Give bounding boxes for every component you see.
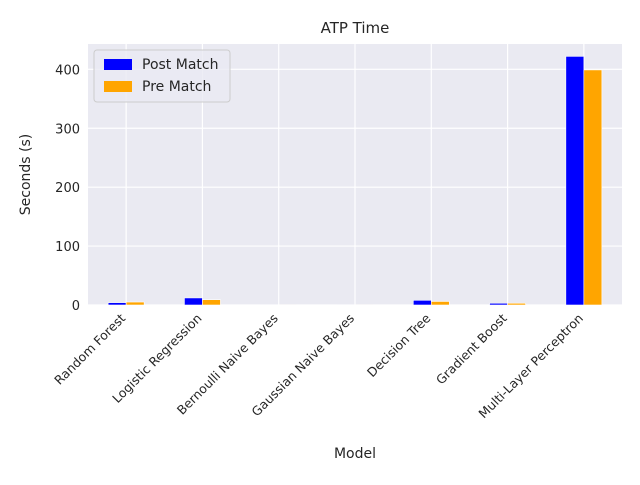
legend-label: Pre Match bbox=[142, 79, 211, 95]
x-tick-label: Decision Tree bbox=[364, 310, 434, 380]
y-tick-label: 300 bbox=[55, 122, 80, 137]
bar-pre-match bbox=[126, 302, 144, 305]
bar-post-match bbox=[108, 303, 126, 305]
legend-label: Post Match bbox=[142, 57, 218, 73]
bar-pre-match bbox=[431, 301, 449, 305]
y-axis-ticks: 0 100 200 300 400 bbox=[55, 63, 80, 314]
legend-swatch bbox=[104, 81, 132, 92]
bar-post-match bbox=[566, 56, 584, 305]
y-tick-label: 400 bbox=[55, 63, 80, 78]
bar-pre-match bbox=[584, 70, 602, 305]
y-tick-label: 100 bbox=[55, 240, 80, 255]
bar-post-match bbox=[184, 298, 202, 305]
bar-post-match bbox=[413, 300, 431, 305]
chart-title: ATP Time bbox=[321, 19, 390, 37]
bar-post-match bbox=[490, 303, 508, 305]
y-tick-label: 0 bbox=[72, 299, 80, 314]
bar-pre-match bbox=[508, 303, 526, 305]
y-axis-label: Seconds (s) bbox=[18, 134, 34, 215]
x-tick-label: Random Forest bbox=[51, 310, 128, 387]
bar-pre-match bbox=[202, 300, 220, 305]
legend-swatch bbox=[104, 59, 132, 70]
x-axis-label: Model bbox=[334, 446, 376, 462]
y-tick-label: 200 bbox=[55, 181, 80, 196]
x-tick-label: Gradient Boost bbox=[433, 310, 510, 387]
legend: Post Match Pre Match bbox=[94, 50, 230, 102]
